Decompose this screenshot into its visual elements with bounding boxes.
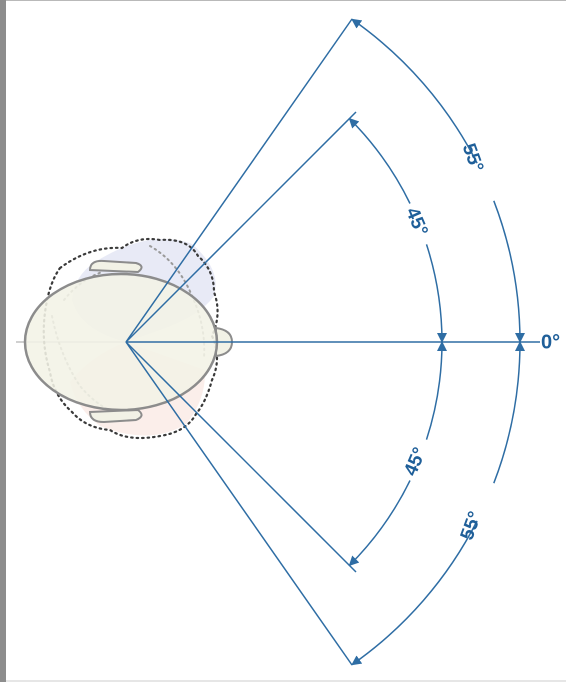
top-border <box>6 0 566 1</box>
arc-45-lower-segment <box>425 341 447 440</box>
line-55-upper <box>125 18 353 343</box>
line-45-upper <box>125 111 357 343</box>
sight-lines <box>125 18 540 666</box>
arc-55-lower-segment <box>351 520 478 666</box>
ear-top <box>88 259 143 274</box>
arc-45-lower-segment <box>348 480 411 567</box>
arc-45-upper-segment <box>425 244 447 343</box>
dotted-head-outline <box>42 237 219 440</box>
label-45-lower: 45° <box>400 444 431 479</box>
label-55-lower: 55° <box>457 509 487 543</box>
label-55-upper: 55° <box>458 141 488 175</box>
label-45-upper: 45° <box>401 204 432 239</box>
arc-55-lower-segment <box>493 341 525 484</box>
bottom-border <box>6 680 566 682</box>
left-border <box>0 0 6 682</box>
arc-55-upper-segment <box>351 18 478 164</box>
angle-arcs <box>348 18 525 666</box>
line-45-lower <box>125 341 357 573</box>
arc-45-upper-segment <box>348 117 411 204</box>
line-55-lower <box>125 341 353 666</box>
label-0deg: 0° <box>541 331 560 353</box>
ear-bottom <box>88 408 143 424</box>
arc-55-upper-segment <box>493 200 525 343</box>
